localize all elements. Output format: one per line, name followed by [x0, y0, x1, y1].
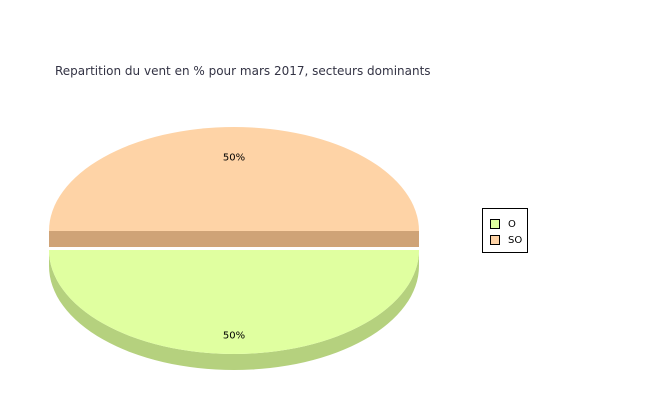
legend-item-o: O	[490, 216, 527, 232]
pie-slice-so	[49, 127, 419, 231]
legend-label-o: O	[508, 218, 516, 230]
legend-swatch-so	[490, 235, 500, 245]
data-label-o: 50%	[223, 330, 245, 341]
pie-slice-so-side	[49, 231, 419, 247]
chart-title: Repartition du vent en % pour mars 2017,…	[55, 64, 431, 78]
legend-label-so: SO	[508, 234, 523, 246]
legend-item-so: SO	[490, 232, 527, 248]
data-label-so: 50%	[223, 152, 245, 163]
pie-slice-o	[49, 250, 419, 354]
legend-swatch-o	[490, 219, 500, 229]
chart-legend: O SO	[482, 208, 528, 253]
